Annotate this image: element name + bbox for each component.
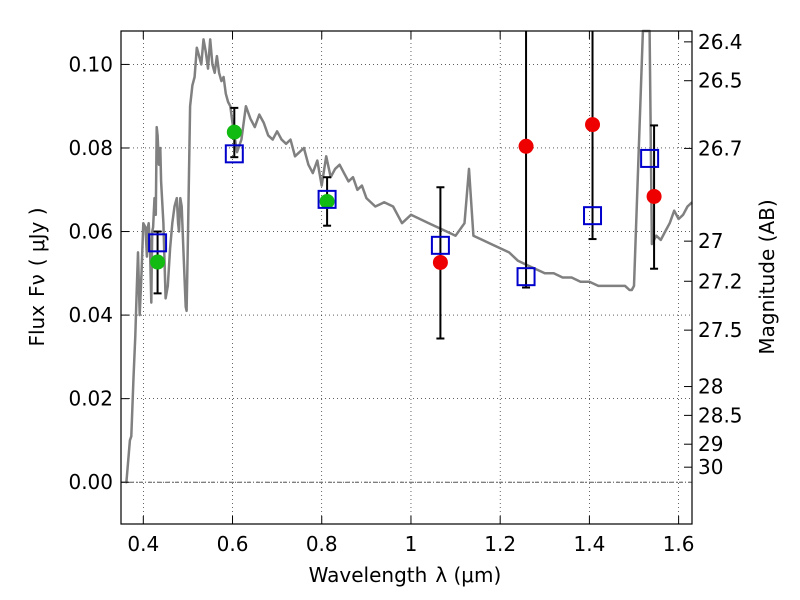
upper-limit-point — [518, 138, 534, 154]
model-flux-square — [640, 148, 660, 168]
y-tick-label: 0.00 — [68, 470, 113, 494]
x-tick-label: 0.4 — [127, 532, 159, 556]
y-tick-label: 0.10 — [68, 52, 113, 76]
model-flux-square — [583, 206, 603, 226]
template-layer — [125, 29, 693, 484]
y2-tick-label: 27.2 — [698, 269, 743, 293]
template-sed-line — [125, 29, 693, 484]
detection-point — [226, 124, 242, 140]
y2-tick-label: 26.7 — [698, 136, 743, 160]
model-flux-square — [516, 267, 536, 287]
marker-layer — [148, 117, 662, 287]
x-tick-label: 1.6 — [663, 532, 695, 556]
y2-tick-label: 29 — [698, 432, 723, 456]
y2-tick-label: 28.5 — [698, 403, 743, 427]
y2-axis-label: Magnitude (AB) — [755, 199, 779, 354]
model-flux-square — [224, 144, 244, 164]
model-flux-square — [148, 233, 168, 253]
y2-tick-label: 26.5 — [698, 69, 743, 93]
upper-limit-point — [432, 254, 448, 270]
y2-tick-label: 27 — [698, 229, 723, 253]
grid-lines — [121, 31, 692, 524]
y-tick-label: 0.04 — [68, 303, 113, 327]
y2-tick-label: 27.5 — [698, 318, 743, 342]
x-tick-label: 1.4 — [573, 532, 605, 556]
y2-tick-label: 30 — [698, 455, 723, 479]
detection-point — [319, 193, 335, 209]
model-flux-square — [430, 235, 450, 255]
detection-point — [150, 254, 166, 270]
upper-limit-point — [585, 117, 601, 133]
errorbar-layer — [153, 31, 659, 340]
plot-frame — [120, 30, 693, 525]
x-axis-label: Wavelength λ (μm) — [309, 563, 502, 587]
tick-layer: 0.4 0.6 0.8 1 1.2 1.4 1.6 0.00 0.02 0.04 0.06 0.08 0… — [68, 30, 742, 556]
x-tick-label: 0.6 — [217, 532, 249, 556]
upper-limit-point — [646, 188, 662, 204]
model-flux-square — [317, 189, 337, 209]
y-tick-label: 0.02 — [68, 387, 113, 411]
y2-tick-label: 28 — [698, 375, 723, 399]
y-tick-label: 0.06 — [68, 220, 113, 244]
x-tick-label: 1.2 — [484, 532, 516, 556]
y-tick-label: 0.08 — [68, 136, 113, 160]
x-tick-label: 1 — [405, 532, 418, 556]
y2-tick-label: 26.4 — [698, 30, 743, 54]
x-tick-label: 0.8 — [306, 532, 338, 556]
y-axis-label: FluxFν( μJy ) — [25, 207, 49, 346]
